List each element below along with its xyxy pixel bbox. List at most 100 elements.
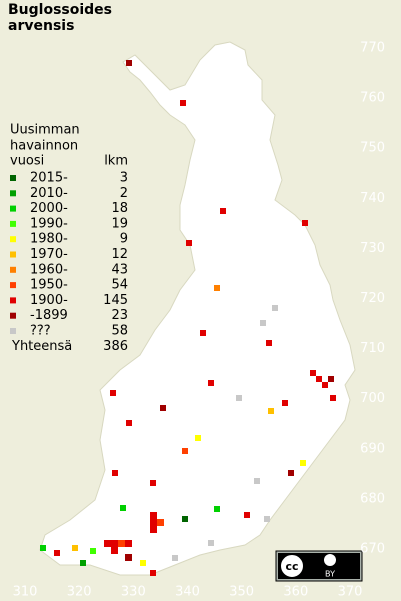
observation xyxy=(288,470,294,476)
observation xyxy=(40,545,46,551)
observation xyxy=(111,547,118,554)
observation xyxy=(126,420,132,426)
observation xyxy=(140,560,146,566)
legend: Uusimman havainnon vuosi lkm 2015- 3 2010-… xyxy=(10,123,128,354)
observation xyxy=(150,570,156,576)
legend-label: 2015- xyxy=(30,171,68,186)
grid-label: 340 xyxy=(175,585,200,600)
observation xyxy=(200,330,206,336)
grid-label: 690 xyxy=(360,441,385,456)
observation xyxy=(300,460,306,466)
legend-swatch xyxy=(10,190,16,197)
observation xyxy=(316,376,322,382)
legend-count: 43 xyxy=(111,262,128,277)
observation xyxy=(208,380,214,386)
grid-label: 330 xyxy=(121,585,146,600)
legend-swatch xyxy=(10,175,16,181)
observation xyxy=(272,305,278,311)
observation xyxy=(180,100,186,106)
legend-count: 2 xyxy=(120,186,128,201)
legend-label: ??? xyxy=(30,324,51,339)
observation xyxy=(72,545,78,551)
observation xyxy=(112,470,118,476)
legend-count: 3 xyxy=(120,171,128,186)
title: Buglossoides arvensis xyxy=(8,2,112,34)
observation xyxy=(150,512,157,519)
observation xyxy=(236,395,242,401)
legend-label: -1899 xyxy=(30,308,68,323)
observation xyxy=(126,60,132,66)
legend-swatch xyxy=(10,328,16,334)
legend-swatch xyxy=(10,312,16,319)
legend-swatch xyxy=(10,266,16,273)
title-line: arvensis xyxy=(8,18,74,34)
observation xyxy=(268,408,274,414)
observation xyxy=(150,519,157,526)
observation xyxy=(220,208,226,214)
observation xyxy=(150,480,156,486)
observation xyxy=(282,400,288,406)
observation xyxy=(322,382,328,388)
observation xyxy=(172,555,178,561)
legend-label: 2010- xyxy=(30,186,68,201)
observation xyxy=(186,240,192,246)
legend-count: 23 xyxy=(111,308,128,323)
legend-label: 1960- xyxy=(30,262,68,277)
legend-label: 1900- xyxy=(30,293,68,308)
grid-label: 770 xyxy=(360,41,385,56)
observation xyxy=(328,376,334,382)
observation xyxy=(195,435,201,441)
grid-label: 730 xyxy=(360,241,385,256)
legend-label: 1970- xyxy=(30,247,68,262)
license-text: BY xyxy=(325,570,335,579)
observation xyxy=(260,320,266,326)
legend-count: 12 xyxy=(111,247,128,262)
legend-swatch xyxy=(10,220,16,227)
legend-count: 145 xyxy=(103,293,128,308)
observation xyxy=(182,448,188,454)
grid-label: 740 xyxy=(360,191,385,206)
title-line: Buglossoides xyxy=(8,2,112,18)
grid-label: 670 xyxy=(360,542,385,557)
legend-count-heading: lkm xyxy=(104,154,128,169)
grid-label: 750 xyxy=(360,141,385,156)
finland-outline xyxy=(39,41,356,576)
legend-label: 2000- xyxy=(30,201,68,216)
grid-label: 320 xyxy=(67,585,92,600)
observation xyxy=(182,516,188,522)
cc-icon xyxy=(279,553,305,579)
observation xyxy=(120,505,126,511)
observation xyxy=(330,395,336,401)
grid-label: 700 xyxy=(360,391,385,406)
grid-label: 370 xyxy=(338,585,363,600)
observation xyxy=(264,516,270,522)
observation xyxy=(157,519,164,526)
observation xyxy=(111,540,118,547)
legend-label: 1950- xyxy=(30,278,68,293)
by-icon xyxy=(324,554,336,566)
legend-label: 1990- xyxy=(30,216,68,231)
observation xyxy=(160,405,166,411)
legend-count: 9 xyxy=(120,232,128,247)
observation xyxy=(90,548,96,554)
legend-heading: havainnon xyxy=(10,139,78,154)
observation xyxy=(208,540,214,546)
observation xyxy=(110,390,116,396)
legend-swatch xyxy=(10,297,16,304)
observation xyxy=(214,506,220,512)
grid-label: 710 xyxy=(360,341,385,356)
observation xyxy=(244,512,250,518)
observation xyxy=(150,526,157,533)
license-badge: cc BY xyxy=(275,550,363,582)
legend-heading: Uusimman xyxy=(10,123,80,138)
observation xyxy=(125,554,132,561)
observation xyxy=(118,540,125,547)
legend-swatch xyxy=(10,236,16,243)
grid-label: 360 xyxy=(283,585,308,600)
observation xyxy=(125,540,132,547)
observation xyxy=(214,285,220,291)
legend-heading: vuosi xyxy=(10,154,44,169)
cc-icon-text: cc xyxy=(285,560,298,573)
